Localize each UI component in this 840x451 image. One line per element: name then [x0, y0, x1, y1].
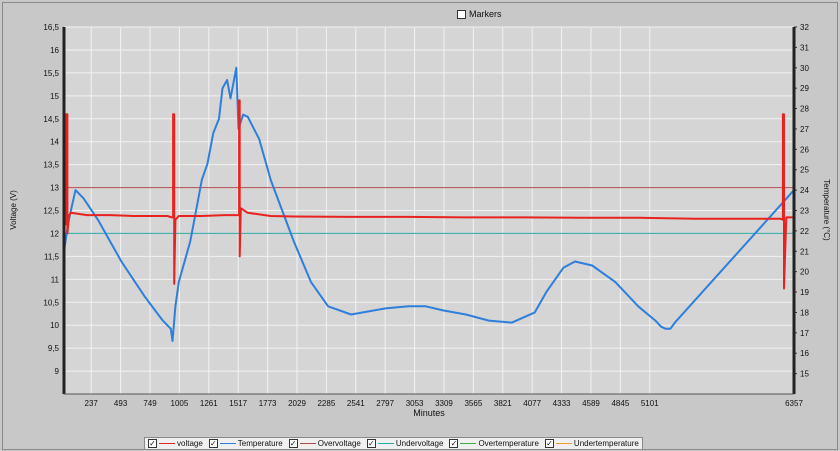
x-tick-label: 749: [143, 399, 157, 408]
series-voltage-line: [64, 99, 794, 290]
legend-label: voltage: [177, 439, 203, 448]
y2-tick-label: 30: [800, 64, 809, 73]
y2-tick-label: 29: [800, 84, 809, 93]
y2-tick-label: 27: [800, 125, 809, 134]
axes: 9 9,5 10 10,5 11 11,5 12 12,5 13 13,5 14 14,5 15 15,5…: [43, 23, 809, 408]
legend-label: Overvoltage: [317, 439, 361, 448]
y-tick-label: 16,5: [43, 23, 59, 32]
y-tick-label: 12,5: [43, 207, 59, 216]
y2-tick-label: 25: [800, 166, 809, 175]
series-temperature-line: [63, 66, 795, 342]
y2-tick-label: 19: [800, 288, 809, 297]
legend-checkbox[interactable]: ✓: [544, 439, 554, 448]
y-tick-label: 10,5: [43, 298, 59, 307]
legend-item-undervoltage[interactable]: ✓ Undervoltage: [366, 439, 444, 448]
y2-tick-label: 24: [800, 186, 809, 195]
y2-tick-label: 32: [800, 23, 809, 32]
x-tick-label: 1517: [229, 399, 247, 408]
y-tick-label: 13,5: [43, 161, 59, 170]
y2-tick-label: 28: [800, 105, 809, 114]
y2-tick-label: 18: [800, 308, 809, 317]
y-axis-label: Voltage (V): [9, 190, 18, 230]
y2-tick-label: 31: [800, 43, 809, 52]
legend-checkbox[interactable]: ✓: [288, 439, 298, 448]
legend-checkbox[interactable]: ✓: [148, 439, 157, 448]
y-tick-label: 9: [55, 367, 60, 376]
y2-tick-label: 21: [800, 247, 809, 256]
markers-toggle[interactable]: Markers: [457, 8, 502, 20]
y-tick-label: 14: [50, 138, 59, 147]
legend-item-undertemperature[interactable]: ✓ Undertemperature: [544, 439, 639, 448]
y2-tick-label: 17: [800, 329, 809, 338]
y2-tick-label: 26: [800, 145, 809, 154]
x-tick-label: 1005: [171, 399, 189, 408]
markers-checkbox[interactable]: [457, 9, 466, 19]
y-tick-label: 15,5: [43, 69, 59, 78]
legend-checkbox[interactable]: ✓: [208, 439, 218, 448]
legend-swatch: [219, 443, 236, 444]
x-tick-label: 1773: [259, 399, 277, 408]
x-tick-label: 3053: [406, 399, 424, 408]
legend-swatch: [299, 443, 316, 444]
y2-tick-label: 23: [800, 207, 809, 216]
y2-tick-label: 16: [800, 349, 809, 358]
x-tick-label: 4333: [553, 399, 571, 408]
x-tick-label: 3309: [435, 399, 453, 408]
x-tick-label: 2797: [376, 399, 394, 408]
legend-label: Undervoltage: [395, 439, 444, 448]
x-tick-label: 2541: [347, 399, 365, 408]
legend-swatch: [555, 443, 572, 444]
x-axis-label: Minutes: [413, 408, 445, 418]
legend-item-overvoltage[interactable]: ✓ Overvoltage: [288, 439, 361, 448]
x-tick-label: 493: [114, 399, 128, 408]
legend-item-voltage[interactable]: ✓ voltage: [148, 439, 203, 448]
y-tick-label: 9,5: [48, 344, 60, 353]
x-tick-label: 3565: [464, 399, 482, 408]
y-tick-label: 16: [50, 46, 59, 55]
legend-checkbox[interactable]: ✓: [449, 439, 459, 448]
y-tick-label: 13: [50, 184, 59, 193]
x-tick-label: 4845: [611, 399, 629, 408]
y-tick-label: 12: [50, 229, 59, 238]
x-tick-label: 3821: [494, 399, 512, 408]
y-tick-label: 15: [50, 92, 59, 101]
x-tick-label: 237: [85, 399, 99, 408]
x-tick-label: 1261: [200, 399, 218, 408]
y2-tick-label: 20: [800, 268, 809, 277]
legend-swatch: [159, 443, 175, 444]
x-tick-label: 6357: [785, 399, 803, 408]
y2-axis-label: Temperature (°C): [822, 179, 831, 241]
legend-swatch: [460, 443, 477, 444]
x-tick-label: 5101: [641, 399, 659, 408]
x-tick-label: 4077: [523, 399, 541, 408]
y-tick-label: 14,5: [43, 115, 59, 124]
y-tick-label: 11: [51, 275, 60, 284]
x-tick-label: 4589: [582, 399, 600, 408]
legend: ✓ voltage ✓ Temperature ✓ Overvoltage ✓ Undervo…: [144, 437, 643, 450]
legend-label: Overtemperature: [478, 439, 539, 448]
legend-swatch: [377, 443, 394, 444]
legend-item-temperature[interactable]: ✓ Temperature: [208, 439, 283, 448]
x-tick-label: 2029: [288, 399, 306, 408]
series-layer: [63, 66, 795, 342]
legend-item-overtemperature[interactable]: ✓ Overtemperature: [449, 439, 539, 448]
legend-checkbox[interactable]: ✓: [366, 439, 376, 448]
markers-label: Markers: [469, 9, 502, 19]
legend-label: Temperature: [237, 439, 283, 448]
y2-tick-label: 22: [800, 227, 809, 236]
y-tick-label: 10: [50, 321, 59, 330]
y2-tick-label: 15: [800, 370, 809, 379]
legend-label: Undertemperature: [573, 439, 639, 448]
x-tick-label: 2285: [317, 399, 335, 408]
y-tick-label: 11,5: [44, 252, 60, 261]
